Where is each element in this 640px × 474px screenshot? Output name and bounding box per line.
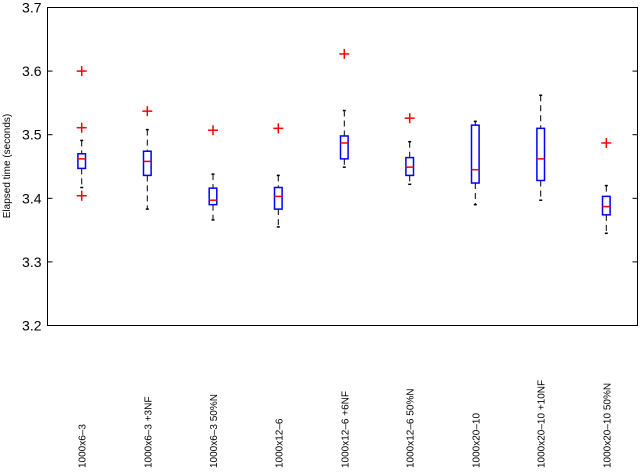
x-tick-label: 1000x12–6 +6NF: [340, 391, 351, 468]
y-axis: 3.2 3.3 3.4 3.5 3.6 3.7: [22, 0, 638, 334]
y-tick-label: 3.3: [22, 254, 42, 270]
outlier-marker: [601, 137, 612, 148]
box-group: [470, 120, 480, 206]
box-group: [339, 48, 350, 168]
y-tick-label: 3.4: [22, 190, 42, 206]
x-tick-label: 1000x20–10 50%N: [602, 383, 613, 468]
outlier-marker: [339, 48, 350, 59]
box: [339, 135, 349, 160]
box: [77, 153, 87, 170]
outlier-marker: [76, 66, 87, 77]
y-tick-label: 3.2: [22, 318, 42, 334]
boxes: [76, 48, 612, 235]
x-tick-label: 1000x6–3: [78, 424, 89, 468]
outlier-marker: [273, 123, 284, 134]
box: [273, 186, 283, 210]
box-group: [404, 113, 415, 186]
x-tick-label: 1000x20–10: [471, 413, 482, 468]
y-tick-label: 3.5: [22, 127, 42, 143]
box: [142, 150, 152, 177]
box-group: [536, 94, 546, 201]
x-axis-labels: 1000x6–3 1000x6–3 +3NF 1000x6–3 50%N 1000x1…: [78, 380, 614, 468]
x-tick-label: 1000x6–3 50%N: [209, 394, 220, 468]
y-tick-label: 3.6: [22, 63, 42, 79]
box: [470, 124, 480, 184]
box: [601, 195, 611, 216]
box-group: [142, 106, 153, 210]
outlier-marker: [208, 125, 218, 136]
box: [208, 187, 218, 206]
box-group: [273, 123, 284, 228]
outlier-marker: [142, 106, 153, 117]
y-tick-label: 3.7: [22, 0, 42, 16]
box-group: [601, 137, 612, 235]
y-axis-label: Elapsed time (seconds): [2, 114, 13, 219]
box-group: [208, 125, 218, 221]
box: [536, 127, 546, 182]
outlier-marker: [76, 122, 87, 133]
x-tick-label: 1000x20–10 +10NF: [537, 380, 548, 468]
x-tick-label: 1000x12–6 50%N: [406, 388, 417, 468]
plot-area: [47, 7, 638, 326]
box-group: [76, 66, 87, 201]
outlier-marker: [76, 190, 87, 201]
x-tick-label: 1000x6–3 +3NF: [143, 397, 154, 468]
outlier-marker: [404, 113, 415, 124]
x-tick-label: 1000x12–6: [274, 418, 285, 468]
